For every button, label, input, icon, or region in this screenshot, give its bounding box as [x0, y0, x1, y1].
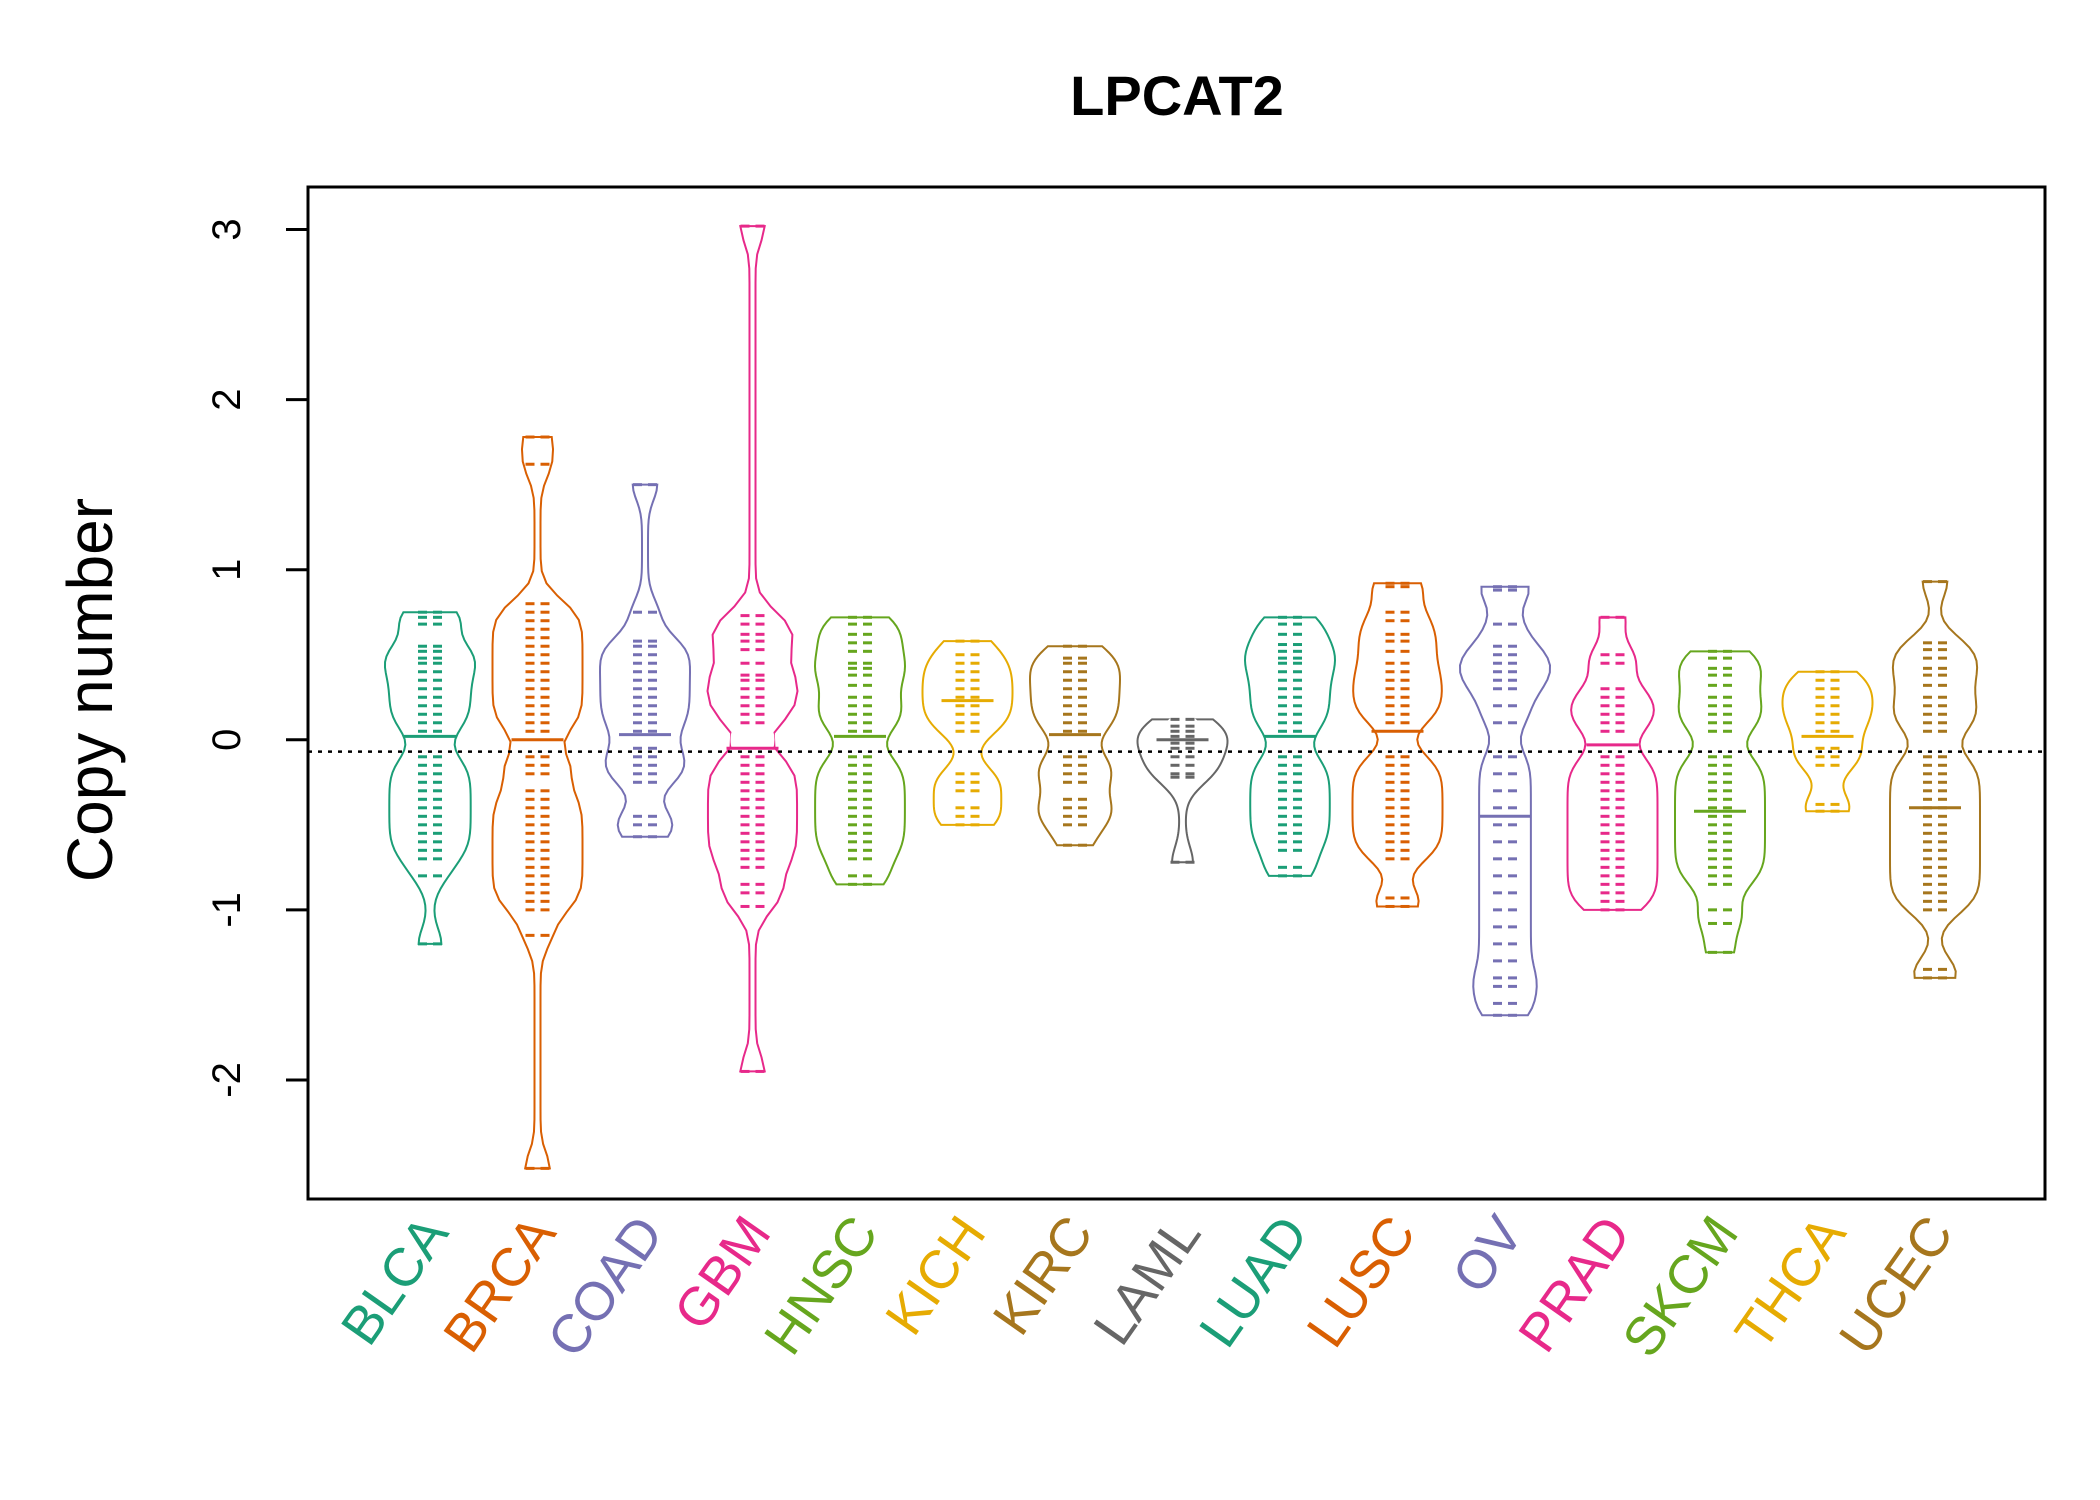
- plot-area: [308, 224, 2045, 1170]
- y-axis-label: Copy number: [54, 498, 126, 882]
- bean-core: [1375, 696, 1420, 749]
- y-tick-label: 3: [205, 218, 249, 240]
- bean-outline: [383, 611, 477, 945]
- bean-core: [730, 713, 775, 766]
- bean-core: [1913, 713, 1957, 766]
- bean-outline: [1136, 718, 1229, 864]
- bean-core: [1483, 764, 1527, 817]
- bean-outline: [921, 640, 1014, 826]
- bean-lusc: [1351, 581, 1444, 908]
- bean-outline: [706, 225, 799, 1073]
- bean-core: [1590, 713, 1635, 766]
- y-tick-label: 0: [205, 729, 249, 751]
- bean-core: [1698, 722, 1742, 775]
- y-tick-label: -1: [205, 892, 249, 928]
- bean-thca: [1781, 670, 1874, 813]
- bean-outline: [598, 483, 692, 838]
- bean-outline: [1674, 650, 1766, 954]
- bean-core: [838, 713, 882, 766]
- bean-outline: [491, 436, 584, 1170]
- bean-blca: [383, 610, 477, 946]
- bean-kich: [921, 639, 1014, 827]
- bean-core: [1053, 710, 1097, 763]
- bean-ucec: [1889, 580, 1981, 980]
- bean-outline: [1889, 580, 1981, 979]
- bean-core: [945, 662, 990, 715]
- bean-core: [1268, 713, 1312, 766]
- bean-coad: [598, 483, 692, 839]
- y-tick-label: 1: [205, 559, 249, 581]
- plot-frame: [306, 185, 2047, 1201]
- bean-gbm: [706, 224, 799, 1073]
- bean-brca: [491, 435, 584, 1170]
- bean-ov: [1458, 585, 1552, 1017]
- bean-kirc: [1028, 644, 1122, 847]
- y-tick-label: 2: [205, 388, 249, 410]
- y-tick-label: -2: [205, 1062, 249, 1098]
- bean-core: [623, 705, 667, 758]
- bean-skcm: [1674, 649, 1766, 954]
- bean-core: [408, 713, 452, 766]
- chart-title: LPCAT2: [1070, 64, 1284, 127]
